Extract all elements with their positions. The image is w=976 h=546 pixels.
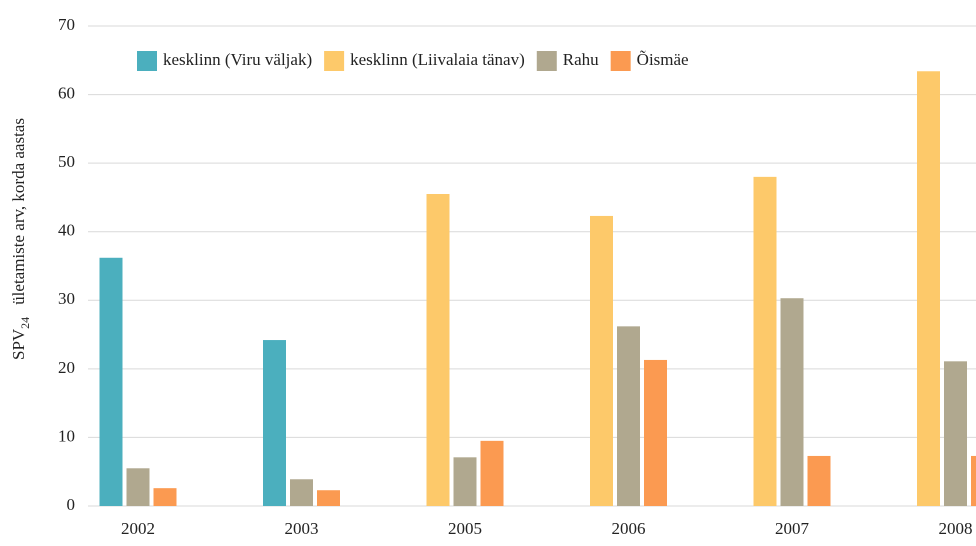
- legend-label: Õismäe: [637, 50, 689, 69]
- legend-label: Rahu: [563, 50, 599, 69]
- bar: [590, 215, 613, 506]
- x-tick-label: 2002: [121, 519, 155, 538]
- bar: [917, 71, 940, 506]
- x-tick-label: 2005: [448, 519, 482, 538]
- bar: [153, 488, 177, 506]
- legend-swatch: [536, 51, 557, 71]
- y-axis-label-main: SPV: [9, 328, 28, 360]
- bar: [126, 468, 150, 506]
- y-axis-label-rest: ületamiste arv, korda aastas: [9, 118, 28, 305]
- legend-swatch: [610, 51, 631, 71]
- y-axis-label: SPV24 ületamiste arv, korda aastas: [9, 118, 32, 360]
- x-tick-label: 2006: [612, 519, 646, 538]
- legend-swatch: [137, 51, 157, 71]
- bar: [99, 257, 123, 506]
- bar: [317, 490, 340, 506]
- y-tick-label: 40: [58, 221, 75, 240]
- legend-label: kesklinn (Viru väljak): [163, 50, 312, 69]
- bar: [780, 298, 804, 506]
- y-tick-label: 70: [58, 15, 75, 34]
- y-tick-label: 0: [67, 495, 76, 514]
- bar: [944, 361, 967, 506]
- y-tick-label: 60: [58, 83, 75, 102]
- legend-label: kesklinn (Liivalaia tänav): [350, 50, 525, 69]
- bar: [617, 326, 640, 506]
- x-tick-label: 2008: [939, 519, 973, 538]
- legend-swatch: [324, 51, 345, 71]
- bar: [644, 359, 667, 506]
- bar: [753, 176, 777, 506]
- bar: [480, 440, 504, 506]
- y-tick-label: 30: [58, 289, 75, 308]
- bar: [263, 340, 286, 506]
- bar: [290, 479, 313, 506]
- y-tick-label: 50: [58, 152, 75, 171]
- x-tick-label: 2003: [285, 519, 319, 538]
- x-tick-label: 2007: [775, 519, 810, 538]
- y-tick-label: 10: [58, 426, 75, 445]
- bar: [453, 457, 477, 506]
- bar: [807, 455, 831, 506]
- y-tick-label: 20: [58, 358, 75, 377]
- y-axis-label-sub: 24: [18, 317, 32, 329]
- bar: [426, 194, 450, 506]
- bar: [971, 455, 976, 506]
